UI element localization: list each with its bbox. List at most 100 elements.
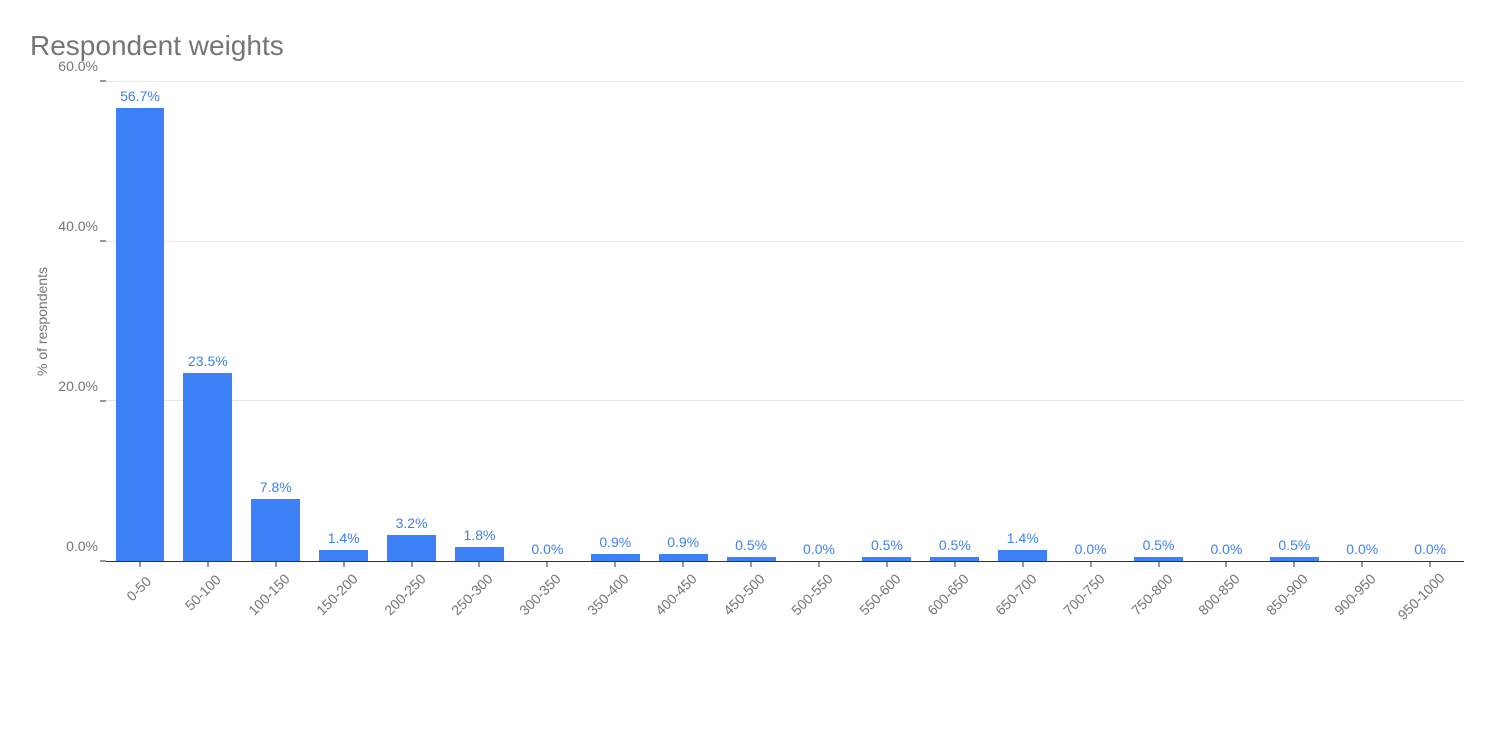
y-tick-label: 20.0% bbox=[58, 378, 98, 394]
bar-slot: 1.4% bbox=[989, 82, 1057, 561]
x-tick-mark bbox=[411, 561, 412, 567]
bar-slot: 1.4% bbox=[310, 82, 378, 561]
x-label-slot: 150-200 bbox=[310, 562, 378, 652]
x-tick-mark bbox=[1090, 561, 1091, 567]
bar-value-label: 0.5% bbox=[735, 537, 767, 553]
bar bbox=[387, 535, 436, 561]
x-tick-mark bbox=[819, 561, 820, 567]
bar-slot: 1.8% bbox=[446, 82, 514, 561]
chart-container: Respondent weights % of respondents 0.0%… bbox=[0, 0, 1494, 742]
x-tick-label: 200-250 bbox=[381, 571, 429, 619]
x-tick-mark bbox=[1158, 561, 1159, 567]
bar-value-label: 1.4% bbox=[328, 530, 360, 546]
x-label-slot: 600-650 bbox=[921, 562, 989, 652]
x-tick-label: 550-600 bbox=[856, 571, 904, 619]
x-tick-mark bbox=[207, 561, 208, 567]
bar-slot: 0.0% bbox=[1193, 82, 1261, 561]
bar-slot: 0.9% bbox=[649, 82, 717, 561]
x-tick-label: 800-850 bbox=[1196, 571, 1244, 619]
x-tick-label: 650-700 bbox=[992, 571, 1040, 619]
x-tick-mark bbox=[751, 561, 752, 567]
y-tick-label: 60.0% bbox=[58, 58, 98, 74]
bar-slot: 56.7% bbox=[106, 82, 174, 561]
bar-value-label: 23.5% bbox=[188, 353, 228, 369]
x-tick-label: 50-100 bbox=[182, 571, 224, 613]
bars: 56.7% 23.5% 7.8% 1.4% 3.2% 1.8% 0.0% 0.9% 0.9% 0.… bbox=[106, 82, 1464, 561]
x-tick-label: 300-350 bbox=[517, 571, 565, 619]
bar bbox=[183, 373, 232, 561]
x-label-slot: 0-50 bbox=[106, 562, 174, 652]
bar-slot: 23.5% bbox=[174, 82, 242, 561]
plot-area: 56.7% 23.5% 7.8% 1.4% 3.2% 1.8% 0.0% 0.9% 0.9% 0.… bbox=[106, 82, 1464, 562]
bar bbox=[319, 550, 368, 561]
x-label-slot: 300-350 bbox=[513, 562, 581, 652]
x-tick-mark bbox=[1362, 561, 1363, 567]
y-tick-label: 40.0% bbox=[58, 218, 98, 234]
x-tick-label: 350-400 bbox=[584, 571, 632, 619]
bar-value-label: 7.8% bbox=[260, 479, 292, 495]
x-tick-mark bbox=[275, 561, 276, 567]
x-label-slot: 250-300 bbox=[446, 562, 514, 652]
bar-value-label: 3.2% bbox=[396, 515, 428, 531]
chart-title: Respondent weights bbox=[30, 30, 1464, 62]
x-label-slot: 850-900 bbox=[1260, 562, 1328, 652]
x-tick-label: 400-450 bbox=[652, 571, 700, 619]
x-tick-mark bbox=[1226, 561, 1227, 567]
bar-value-label: 1.8% bbox=[464, 527, 496, 543]
x-tick-mark bbox=[886, 561, 887, 567]
bar-slot: 7.8% bbox=[242, 82, 310, 561]
bar-value-label: 0.0% bbox=[1210, 541, 1242, 557]
bar-value-label: 0.9% bbox=[599, 534, 631, 550]
x-tick-mark bbox=[1294, 561, 1295, 567]
bar-slot: 3.2% bbox=[378, 82, 446, 561]
bar-value-label: 0.0% bbox=[803, 541, 835, 557]
x-axis-labels: 0-5050-100 100-150150-200 200-250 250-300 30… bbox=[106, 562, 1464, 652]
bar-value-label: 1.4% bbox=[1007, 530, 1039, 546]
x-label-slot: 350-400 bbox=[581, 562, 649, 652]
x-label-slot: 650-700 bbox=[989, 562, 1057, 652]
bar-value-label: 0.5% bbox=[1278, 537, 1310, 553]
x-tick-mark bbox=[547, 561, 548, 567]
x-tick-mark bbox=[479, 561, 480, 567]
x-label-slot: 100-150 bbox=[242, 562, 310, 652]
bar-slot: 0.5% bbox=[921, 82, 989, 561]
x-label-slot: 450-500 bbox=[717, 562, 785, 652]
x-label-slot: 400-450 bbox=[649, 562, 717, 652]
x-tick-label: 500-550 bbox=[788, 571, 836, 619]
x-label-slot: 50-100 bbox=[174, 562, 242, 652]
x-tick-label: 900-950 bbox=[1331, 571, 1379, 619]
bar-slot: 0.9% bbox=[581, 82, 649, 561]
bar bbox=[591, 554, 640, 561]
x-tick-mark bbox=[1022, 561, 1023, 567]
y-axis: 0.0%20.0%40.0%60.0% bbox=[54, 82, 106, 562]
x-label-slot: 700-750 bbox=[1057, 562, 1125, 652]
x-tick-label: 150-200 bbox=[313, 571, 361, 619]
bar-slot: 0.0% bbox=[785, 82, 853, 561]
bar-slot: 0.0% bbox=[1396, 82, 1464, 561]
bar-value-label: 0.0% bbox=[1414, 541, 1446, 557]
x-tick-label: 450-500 bbox=[720, 571, 768, 619]
chart-body: % of respondents 0.0%20.0%40.0%60.0% 56.… bbox=[30, 82, 1464, 662]
x-tick-mark bbox=[1430, 561, 1431, 567]
bar-slot: 0.5% bbox=[1125, 82, 1193, 561]
x-tick-label: 250-300 bbox=[449, 571, 497, 619]
bar-value-label: 0.9% bbox=[667, 534, 699, 550]
bar-value-label: 0.5% bbox=[871, 537, 903, 553]
bar bbox=[998, 550, 1047, 561]
bar-slot: 0.5% bbox=[717, 82, 785, 561]
x-label-slot: 750-800 bbox=[1125, 562, 1193, 652]
x-tick-label: 750-800 bbox=[1128, 571, 1176, 619]
bar-value-label: 0.0% bbox=[1075, 541, 1107, 557]
bar bbox=[659, 554, 708, 561]
bar-slot: 0.5% bbox=[1260, 82, 1328, 561]
x-tick-mark bbox=[683, 561, 684, 567]
y-tick-label: 0.0% bbox=[66, 538, 98, 554]
x-tick-mark bbox=[139, 561, 140, 567]
x-tick-mark bbox=[343, 561, 344, 567]
bar-slot: 0.0% bbox=[513, 82, 581, 561]
x-label-slot: 800-850 bbox=[1193, 562, 1261, 652]
bar bbox=[251, 499, 300, 561]
x-tick-mark bbox=[615, 561, 616, 567]
bar-slot: 0.0% bbox=[1057, 82, 1125, 561]
x-tick-mark bbox=[954, 561, 955, 567]
